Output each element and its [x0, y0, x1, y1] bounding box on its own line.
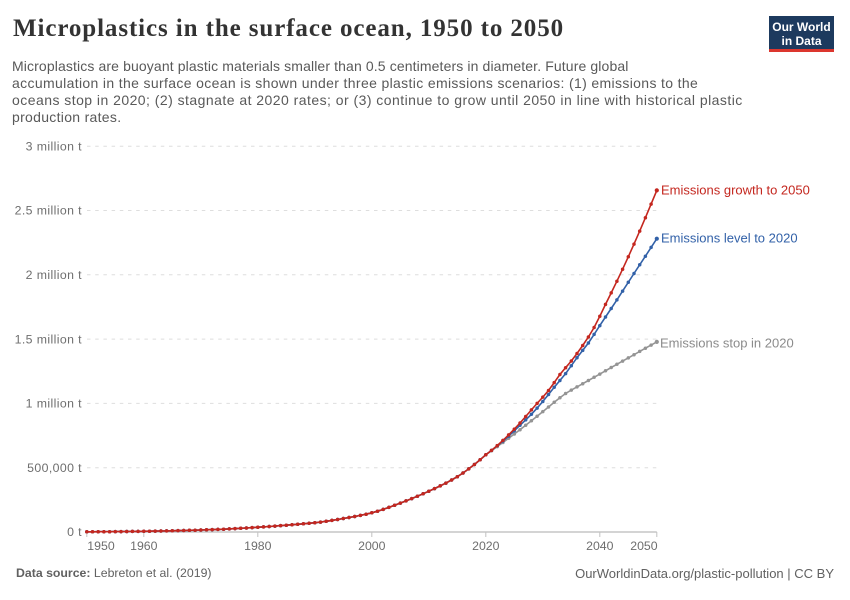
svg-text:1960: 1960 — [130, 539, 158, 553]
svg-text:Emissions stop in 2020: Emissions stop in 2020 — [660, 335, 794, 350]
svg-text:2.5 million t: 2.5 million t — [15, 204, 83, 218]
svg-text:0 t: 0 t — [67, 525, 82, 539]
svg-text:3 million t: 3 million t — [26, 139, 83, 153]
svg-text:2040: 2040 — [586, 539, 614, 553]
svg-text:2020: 2020 — [472, 539, 500, 553]
svg-text:1980: 1980 — [244, 539, 272, 553]
svg-text:500,000 t: 500,000 t — [27, 461, 82, 475]
svg-text:Emissions level to 2020: Emissions level to 2020 — [661, 231, 798, 246]
svg-text:Emissions growth to 2050: Emissions growth to 2050 — [661, 182, 810, 197]
svg-text:2050: 2050 — [630, 539, 658, 553]
svg-text:1950: 1950 — [87, 539, 115, 553]
svg-text:2 million t: 2 million t — [26, 268, 83, 282]
svg-text:1.5 million t: 1.5 million t — [15, 332, 83, 346]
svg-text:2000: 2000 — [358, 539, 386, 553]
svg-text:1 million t: 1 million t — [26, 397, 83, 411]
